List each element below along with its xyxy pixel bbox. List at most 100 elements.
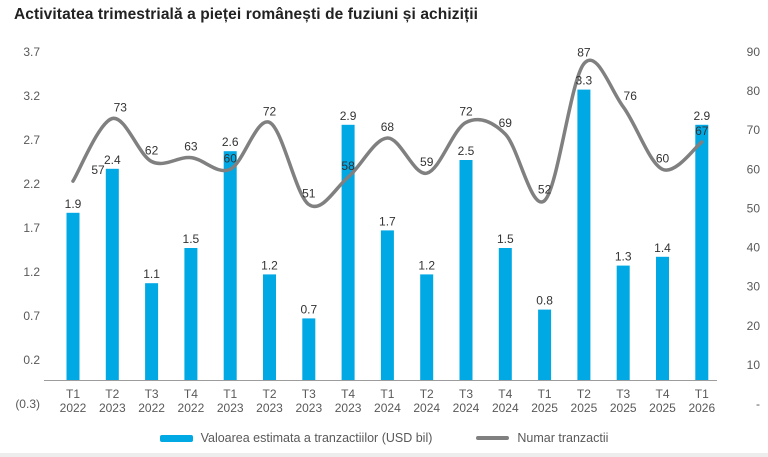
x-axis-quarter-label: T1 bbox=[695, 387, 709, 401]
x-axis-year-label: 2024 bbox=[413, 401, 440, 415]
right-axis-tick-label: 90 bbox=[747, 45, 761, 59]
bar bbox=[459, 160, 473, 380]
bar bbox=[616, 265, 630, 380]
left-axis-tick-label: 2.7 bbox=[23, 133, 40, 147]
bar-value-label: 1.1 bbox=[143, 267, 160, 281]
transactions-line bbox=[71, 58, 704, 209]
x-axis-year-label: 2023 bbox=[295, 401, 322, 415]
line-point-label: 68 bbox=[381, 120, 395, 134]
x-axis-quarter-label: T3 bbox=[302, 387, 316, 401]
line-point-label: 57 bbox=[91, 163, 105, 177]
x-axis-quarter-label: T1 bbox=[66, 387, 80, 401]
bar bbox=[538, 309, 552, 380]
x-axis-year-label: 2022 bbox=[60, 401, 87, 415]
bar bbox=[302, 318, 316, 380]
left-axis-tick-label: 3.7 bbox=[23, 45, 40, 59]
x-axis-year-label: 2023 bbox=[335, 401, 362, 415]
bar-value-label: 1.5 bbox=[497, 232, 514, 246]
line-point-label: 59 bbox=[420, 155, 434, 169]
x-axis-quarter-label: T3 bbox=[145, 387, 159, 401]
bar bbox=[184, 248, 198, 380]
bar bbox=[498, 248, 512, 380]
chart-svg: 3.7 3.2 2.7 2.2 1.7 1.2 0.7 0.2 (0.3) 90 80 70 60 50 4… bbox=[15, 45, 761, 415]
chart-title: Activitatea trimestrială a pieței române… bbox=[14, 6, 479, 23]
x-axis-year-label: 2026 bbox=[688, 401, 715, 415]
x-axis-quarter-label: T1 bbox=[538, 387, 552, 401]
bar bbox=[66, 212, 80, 380]
right-axis-tick-label: 50 bbox=[747, 201, 761, 215]
x-axis-quarter-label: T3 bbox=[459, 387, 473, 401]
left-axis-tick-label: 0.7 bbox=[23, 309, 40, 323]
line-point-label: 76 bbox=[624, 89, 638, 103]
bar bbox=[380, 230, 394, 380]
line-point-label: 67 bbox=[695, 124, 709, 138]
x-axis-year-label: 2025 bbox=[649, 401, 676, 415]
right-axis-tick-label: 40 bbox=[747, 241, 761, 255]
bar-value-label: 2.9 bbox=[340, 109, 357, 123]
line-point-label: 58 bbox=[341, 159, 355, 173]
x-axis-year-label: 2023 bbox=[256, 401, 283, 415]
line-series-legend-label: Numar tranzactii bbox=[517, 431, 609, 445]
bar-value-label: 1.5 bbox=[183, 232, 200, 246]
bar-value-label: 3.3 bbox=[576, 74, 593, 88]
x-axis-quarter-label: T4 bbox=[655, 387, 669, 401]
line-point-label: 72 bbox=[263, 104, 277, 118]
x-axis-year-label: 2023 bbox=[217, 401, 244, 415]
x-axis-quarter-label: T4 bbox=[341, 387, 355, 401]
line-point-label: 73 bbox=[114, 100, 128, 114]
bar-value-label: 0.8 bbox=[536, 294, 553, 308]
line-series-swatch bbox=[476, 436, 510, 440]
x-axis-year-label: 2025 bbox=[610, 401, 637, 415]
chart-legend: Valoarea estimata a tranzactiilor (USD b… bbox=[0, 431, 768, 445]
right-axis-tick-label: - bbox=[756, 397, 760, 411]
bar bbox=[420, 274, 434, 380]
bar-value-label: 1.2 bbox=[418, 258, 435, 272]
bar bbox=[145, 283, 159, 380]
x-axis-quarter-label: T1 bbox=[223, 387, 237, 401]
x-axis-quarter-label: T2 bbox=[577, 387, 591, 401]
x-axis-quarter-label: T4 bbox=[184, 387, 198, 401]
x-axis-year-label: 2024 bbox=[492, 401, 519, 415]
bar-value-label: 1.4 bbox=[654, 241, 671, 255]
x-axis-quarter-label: T2 bbox=[105, 387, 119, 401]
x-axis-year-label: 2024 bbox=[453, 401, 480, 415]
line-point-label: 63 bbox=[184, 140, 198, 154]
line-point-label: 72 bbox=[459, 104, 473, 118]
line-point-label: 62 bbox=[145, 144, 159, 158]
x-axis-year-label: 2022 bbox=[138, 401, 165, 415]
left-axis-tick-label: 2.2 bbox=[23, 177, 40, 191]
bar-value-label: 0.7 bbox=[300, 302, 317, 316]
line-point-label: 51 bbox=[302, 187, 316, 201]
bar bbox=[223, 151, 237, 380]
x-axis-quarter-label: T2 bbox=[420, 387, 434, 401]
bar bbox=[105, 168, 119, 380]
x-axis-quarter-label: T1 bbox=[380, 387, 394, 401]
line-point-label: 60 bbox=[224, 151, 238, 165]
legend-item-line: Numar tranzactii bbox=[476, 431, 608, 445]
bar-value-label: 1.9 bbox=[65, 197, 82, 211]
bar bbox=[263, 274, 276, 380]
bar-value-label: 2.5 bbox=[458, 144, 475, 158]
right-axis-tick-label: 10 bbox=[747, 358, 761, 372]
bar bbox=[695, 124, 709, 380]
line-point-label: 69 bbox=[499, 116, 513, 130]
right-axis-tick-label: 70 bbox=[747, 123, 761, 137]
bar bbox=[656, 256, 669, 380]
x-axis-year-label: 2023 bbox=[99, 401, 126, 415]
left-axis-tick-label: 1.7 bbox=[23, 221, 40, 235]
x-axis-quarter-label: T2 bbox=[262, 387, 276, 401]
bar bbox=[577, 89, 591, 380]
line-point-label: 60 bbox=[656, 151, 670, 165]
left-axis-tick-label: 0.2 bbox=[23, 353, 40, 367]
bar-value-label: 2.9 bbox=[693, 109, 710, 123]
right-axis-tick-label: 30 bbox=[747, 280, 761, 294]
bar-value-label: 1.2 bbox=[261, 258, 278, 272]
window-bottom-edge bbox=[0, 453, 768, 457]
x-axis-quarter-label: T3 bbox=[616, 387, 630, 401]
bar-series-legend-label: Valoarea estimata a tranzactiilor (USD b… bbox=[200, 431, 433, 445]
line-point-label: 87 bbox=[577, 46, 591, 60]
right-axis-tick-label: 80 bbox=[747, 84, 761, 98]
legend-item-bars: Valoarea estimata a tranzactiilor (USD b… bbox=[159, 431, 433, 445]
bar bbox=[341, 124, 355, 380]
